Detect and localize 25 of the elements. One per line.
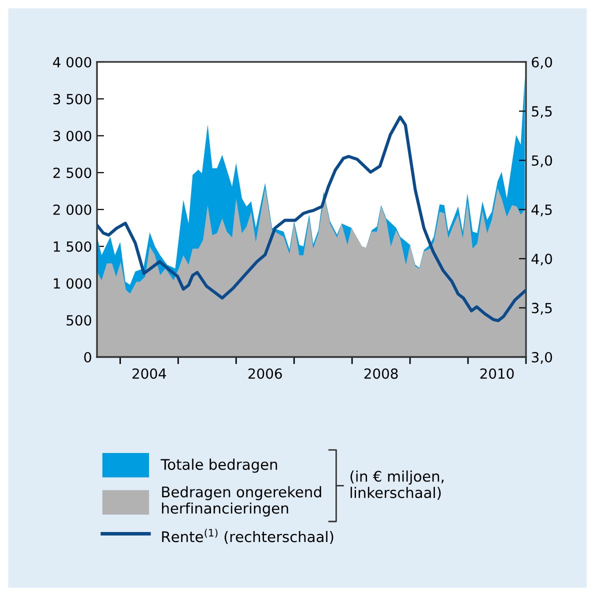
y-tick-label: 0 bbox=[84, 352, 92, 362]
y2-tick-label: 4,5 bbox=[532, 204, 552, 216]
y-tick-label: 3 500 bbox=[53, 94, 92, 104]
y2-tick-label: 4,0 bbox=[532, 254, 552, 266]
y2-tick-label: 6,0 bbox=[532, 56, 552, 69]
legend-label: Bedragen ongerekend herfinancieringen bbox=[162, 486, 322, 517]
legend-label: Totale bedragen bbox=[160, 458, 278, 473]
x-tick-label: 2006 bbox=[248, 368, 282, 379]
y-tick-label: 4 000 bbox=[53, 56, 92, 68]
line-series bbox=[96, 116, 526, 322]
y2-tick-label: 3,5 bbox=[532, 302, 552, 315]
y2-tick-label: 3,0 bbox=[532, 352, 552, 364]
y-tick-label: 1 000 bbox=[54, 278, 92, 289]
y-tick-label: 2 000 bbox=[53, 204, 92, 215]
y-tick-label: 3 000 bbox=[53, 130, 92, 142]
x-tick-label: 2004 bbox=[132, 368, 166, 379]
legend-label: Rente$^{(1)}$ (rechterschaal) bbox=[162, 528, 334, 544]
y-tick-label: 2 500 bbox=[53, 168, 92, 178]
y2-tick-label: 5,5 bbox=[532, 106, 552, 118]
x-tick-label: 2010 bbox=[480, 368, 514, 379]
text: (in € miljoen, linkerschaal) bbox=[350, 470, 444, 500]
x-tick-label: 2008 bbox=[364, 368, 398, 379]
y-tick-label: 1 500 bbox=[54, 241, 92, 252]
y-tick-label: 500 bbox=[66, 315, 92, 326]
y2-tick-label: 5,0 bbox=[532, 155, 552, 168]
